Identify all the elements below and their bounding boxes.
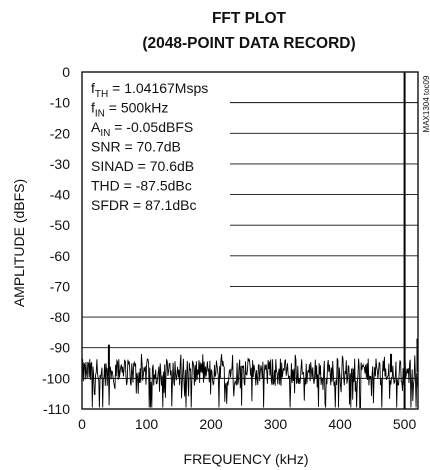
y-tick-label: -10 — [50, 95, 70, 111]
annotation-thd: THD = -87.5dBc — [91, 178, 192, 194]
annotation-ain: AIN = -0.05dBFS — [91, 119, 193, 139]
chart-title: FFT PLOT — [212, 10, 287, 27]
y-tick-label: -80 — [50, 309, 70, 325]
y-tick-label: -70 — [50, 278, 70, 294]
y-axis-label: AMPLITUDE (dBFS) — [11, 179, 27, 307]
y-tick-label: -40 — [50, 187, 70, 203]
y-tick-label: -50 — [50, 217, 70, 233]
y-tick-label: -110 — [43, 401, 70, 417]
annotation-sinad: SINAD = 70.6dB — [91, 158, 194, 174]
annotation-fin: fIN = 500kHz — [91, 100, 168, 120]
x-tick-label: 200 — [199, 416, 223, 432]
noise-floor-layer — [81, 353, 419, 408]
noise-floor-trace — [81, 353, 419, 408]
annotation-sfdr: SFDR = 87.1dBc — [91, 197, 196, 213]
grid-lines — [82, 102, 418, 379]
chart-subtitle: (2048-POINT DATA RECORD) — [142, 35, 355, 52]
y-tick-label: -20 — [50, 125, 70, 141]
annotation-fth: fTH = 1.04167Msps — [91, 80, 208, 100]
x-tick-label: 300 — [264, 416, 288, 432]
x-tick-label: 0 — [78, 416, 86, 432]
y-tick-label: 0 — [62, 64, 70, 80]
x-axis-label: FREQUENCY (kHz) — [184, 451, 309, 467]
y-tick-label: -60 — [50, 248, 70, 264]
x-tick-label: 100 — [135, 416, 159, 432]
y-tick-labels: 0 -10 -20 -30 -40 -50 -60 -70 -80 -90 -100 -110 — [42, 64, 70, 417]
x-tick-label: 500 — [393, 416, 417, 432]
x-tick-label: 400 — [328, 416, 352, 432]
figure-id: MAX1304 toc09 — [422, 75, 430, 132]
x-tick-labels: 0 100 200 300 400 500 — [78, 416, 416, 432]
y-tick-label: -100 — [42, 370, 70, 386]
plot-frame — [81, 71, 419, 410]
y-tick-label: -30 — [50, 156, 70, 172]
annotation-snr: SNR = 70.7dB — [91, 139, 181, 155]
y-tick-label: -90 — [50, 340, 70, 356]
